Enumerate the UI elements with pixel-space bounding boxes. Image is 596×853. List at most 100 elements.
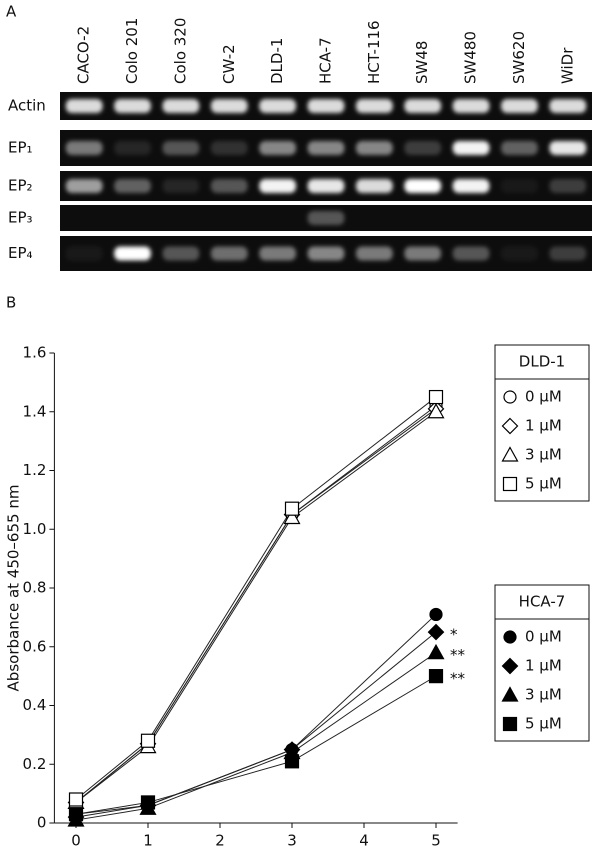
- band: [549, 179, 587, 193]
- data-point: [427, 403, 445, 419]
- lane-label: CW-2: [220, 44, 238, 84]
- series-line: [75, 631, 437, 818]
- row-label: Actin: [8, 97, 46, 115]
- y-tick-label: 1.4: [23, 402, 47, 420]
- band: [259, 99, 297, 113]
- legend-label: 0 µM: [525, 388, 562, 406]
- band: [114, 211, 151, 225]
- band: [66, 211, 103, 225]
- row-label: EP₃: [8, 209, 33, 227]
- y-tick-label: 1.0: [23, 520, 47, 538]
- row-label: EP₄: [8, 244, 33, 262]
- band: [404, 211, 441, 225]
- band: [404, 99, 442, 113]
- data-point: [68, 792, 84, 807]
- lane-label: HCA-7: [317, 37, 335, 84]
- series-line: [75, 396, 437, 800]
- legend-label: 5 µM: [525, 715, 562, 733]
- lane-label: SW480: [462, 31, 480, 84]
- y-tick-label: 0: [37, 814, 47, 832]
- series-line: [75, 614, 437, 815]
- x-tick-label: 5: [431, 832, 441, 850]
- band: [404, 141, 442, 155]
- legend-label: 3 µM: [525, 686, 562, 704]
- legend-label: 3 µM: [525, 446, 562, 464]
- legend-marker: [501, 686, 519, 702]
- legend-marker: [503, 390, 517, 404]
- data-point: [428, 669, 444, 684]
- band: [452, 179, 490, 193]
- band: [501, 211, 538, 225]
- band: [163, 211, 200, 225]
- band: [501, 141, 538, 155]
- data-point: [284, 501, 300, 516]
- band: [356, 211, 393, 225]
- band: [501, 179, 538, 193]
- lane-label: SW48: [413, 41, 431, 84]
- band: [259, 211, 296, 225]
- data-point: [68, 807, 84, 822]
- annotation: *: [450, 626, 458, 644]
- data-point: [429, 607, 443, 622]
- band: [65, 179, 103, 193]
- band: [65, 246, 103, 261]
- band: [404, 246, 442, 261]
- legend-marker: [501, 657, 519, 675]
- x-tick-label: 4: [359, 832, 369, 850]
- data-point: [283, 508, 301, 525]
- data-point: [428, 389, 444, 405]
- band: [162, 99, 200, 113]
- band: [307, 211, 345, 225]
- band: [355, 246, 393, 261]
- lane-label: Colo 201: [123, 18, 141, 84]
- band: [355, 99, 393, 113]
- lane-label: CACO-2: [75, 26, 93, 84]
- band: [355, 141, 393, 155]
- band: [114, 246, 151, 261]
- row-label: EP₁: [8, 139, 33, 157]
- series-line: [75, 408, 437, 803]
- lane-label: HCT-116: [365, 20, 383, 84]
- series-line: [75, 675, 437, 815]
- legend-label: 1 µM: [525, 657, 562, 675]
- row-label: EP₂: [8, 177, 33, 195]
- y-tick-label: 1.6: [23, 344, 47, 362]
- band: [355, 179, 393, 193]
- data-point: [284, 754, 300, 769]
- band: [452, 246, 490, 261]
- x-tick-label: 3: [287, 832, 297, 850]
- band: [307, 141, 345, 155]
- annotation: **: [450, 670, 466, 688]
- band: [501, 246, 538, 261]
- band: [259, 246, 297, 261]
- series-line: [75, 405, 437, 803]
- legend-label: 1 µM: [525, 417, 562, 435]
- panel-label: A: [6, 3, 17, 21]
- band: [162, 179, 200, 193]
- band: [210, 141, 248, 155]
- band: [259, 179, 297, 193]
- band: [259, 141, 297, 155]
- band: [549, 99, 587, 113]
- data-point: [427, 623, 445, 641]
- legend-marker: [502, 716, 518, 732]
- band: [404, 179, 442, 193]
- band: [210, 179, 248, 193]
- band: [114, 141, 151, 155]
- data-point: [427, 643, 445, 660]
- band: [162, 246, 200, 261]
- x-tick-label: 2: [215, 832, 225, 850]
- y-axis-label: Absorbance at 450–655 nm: [5, 485, 23, 692]
- panel-label: B: [6, 294, 16, 312]
- x-tick-label: 1: [143, 832, 153, 850]
- annotation: **: [450, 646, 466, 664]
- data-point: [140, 733, 156, 748]
- lane-label: DLD-1: [268, 38, 286, 84]
- band: [501, 99, 538, 113]
- legend-marker: [502, 476, 518, 492]
- band: [65, 99, 103, 113]
- band: [549, 246, 587, 261]
- band: [453, 211, 490, 225]
- band: [307, 246, 345, 261]
